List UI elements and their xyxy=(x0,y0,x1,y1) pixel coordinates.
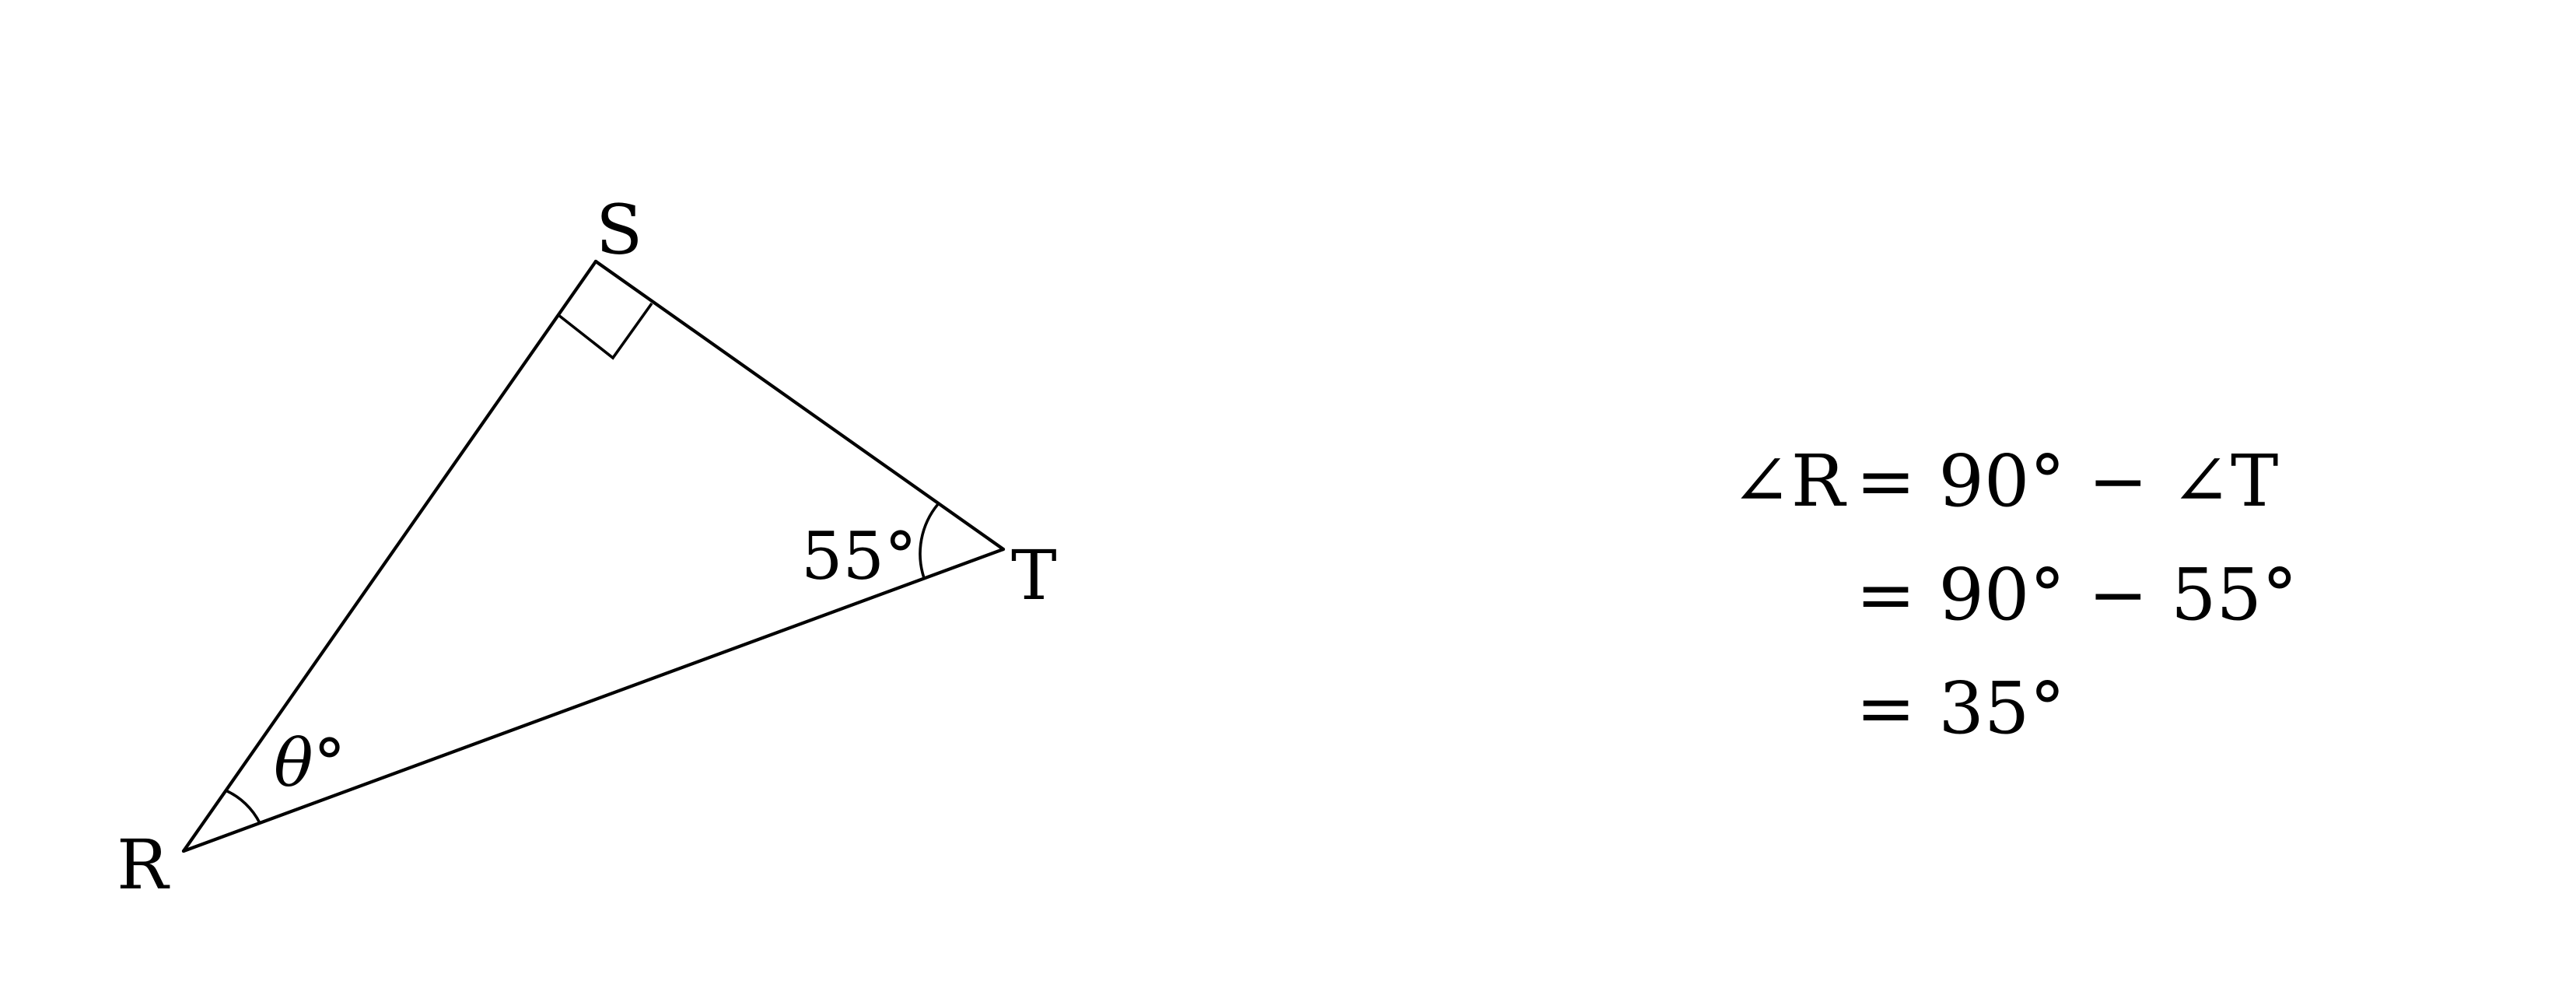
equation-line3-rhs: = 35° xyxy=(1856,667,2065,750)
equation-line1-lhs: ∠R xyxy=(1731,440,1847,523)
equation-line2-rhs: = 90° − 55° xyxy=(1856,553,2298,636)
vertex-label-t: T xyxy=(1011,535,1057,615)
equation-line1-rhs: = 90° − ∠T xyxy=(1856,440,2278,523)
angle-label-r: θ° xyxy=(274,725,346,801)
edge-rs xyxy=(181,259,598,853)
vertex-label-r: R xyxy=(117,825,170,905)
vertex-label-s: S xyxy=(596,190,642,270)
edge-st xyxy=(593,259,1006,552)
angle-arc-t xyxy=(919,503,940,579)
edge-tr xyxy=(181,547,1006,853)
angle-arc-r xyxy=(225,789,261,824)
angle-label-t: 55° xyxy=(801,518,917,594)
right-angle-marker xyxy=(557,302,653,360)
